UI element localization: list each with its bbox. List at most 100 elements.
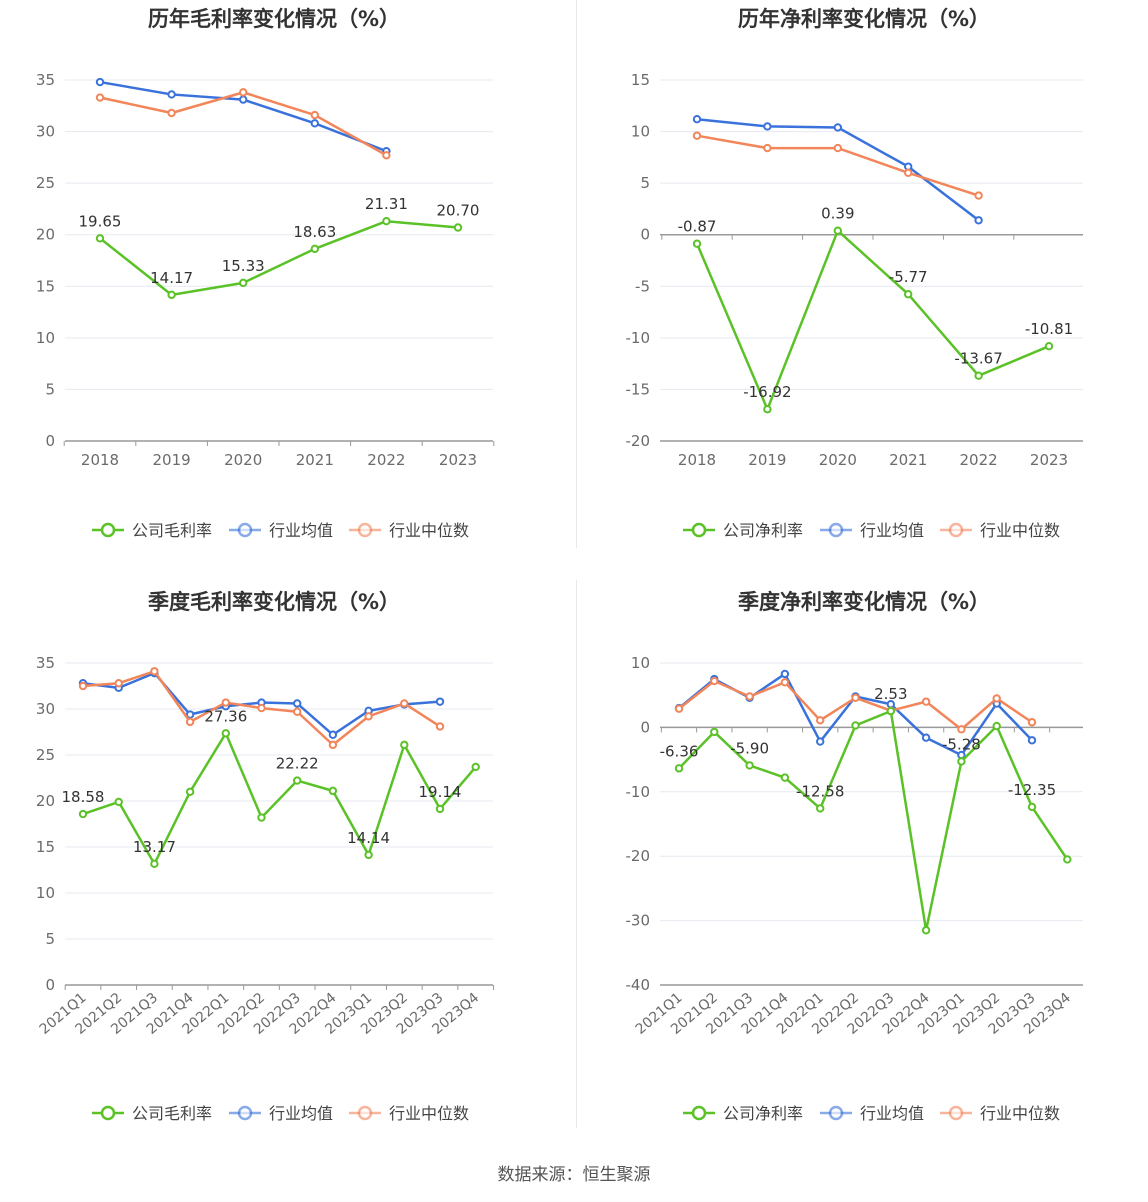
y-tick-label: 20 — [36, 792, 55, 810]
data-point-industry_median — [692, 131, 702, 140]
legend-item-industry_avg[interactable]: 行业均值 — [820, 1104, 924, 1123]
y-tick-label: 10 — [631, 654, 650, 672]
x-tick-label: 2022 — [960, 451, 998, 469]
data-point-industry_avg — [780, 669, 790, 679]
y-tick-label: 35 — [36, 654, 55, 672]
data-point-industry_median — [364, 712, 373, 721]
x-tick-label: 2023 — [439, 451, 477, 469]
legend-item-industry_avg[interactable]: 行业均值 — [820, 521, 924, 540]
data-point-industry_median — [921, 697, 931, 706]
data-point-company — [957, 757, 966, 766]
x-tick-label: 2018 — [81, 451, 119, 469]
data-point-company — [904, 290, 913, 299]
data-point-industry_avg — [974, 216, 983, 225]
data-point-industry_median — [382, 151, 391, 160]
y-tick-label: 10 — [36, 884, 55, 902]
data-point-industry_median — [851, 693, 860, 702]
data-point-company — [692, 239, 702, 248]
data-point-industry_median — [904, 168, 913, 178]
legend-item-industry_median[interactable]: 行业中位数 — [349, 1104, 469, 1123]
data-point-industry_median — [293, 707, 302, 716]
data-label: -10.81 — [1025, 320, 1073, 338]
y-tick-label: 0 — [640, 718, 650, 736]
legend-swatch-marker — [691, 522, 707, 538]
chart-title: 季度净利率变化情况（%） — [738, 590, 990, 614]
data-point-company — [382, 217, 391, 226]
legend-item-industry_median[interactable]: 行业中位数 — [349, 521, 469, 540]
legend-item-company[interactable]: 公司净利率 — [683, 521, 803, 540]
y-tick-label: 15 — [36, 838, 55, 856]
data-point-industry_avg — [95, 77, 105, 87]
legend-item-industry_median[interactable]: 行业中位数 — [940, 521, 1060, 540]
x-tick-label: 2018 — [678, 451, 716, 469]
y-tick-label: 0 — [640, 226, 650, 244]
data-point-company — [221, 729, 231, 738]
legend-item-company[interactable]: 公司净利率 — [683, 1104, 803, 1123]
y-tick-label: -30 — [626, 912, 651, 930]
y-tick-label: -5 — [635, 277, 650, 295]
x-tick-label: 2019 — [153, 451, 191, 469]
legend-item-company[interactable]: 公司毛利率 — [92, 521, 212, 540]
legend-swatch-marker — [691, 1105, 707, 1121]
series-line-company — [99, 219, 459, 297]
legend-item-industry_median[interactable]: 行业中位数 — [940, 1104, 1060, 1123]
data-point-industry_avg — [167, 90, 176, 99]
data-label: 0.39 — [821, 205, 854, 223]
x-tick-label: 2020 — [224, 451, 262, 469]
legend-swatch-marker — [357, 522, 373, 538]
data-label: -13.67 — [954, 350, 1002, 368]
data-label: 27.36 — [204, 707, 247, 725]
legend-label: 行业中位数 — [980, 521, 1060, 540]
data-point-industry_avg — [763, 122, 772, 131]
x-tick-label: 2021 — [296, 451, 334, 469]
chart-title: 季度毛利率变化情况（%） — [148, 590, 400, 614]
data-point-company — [833, 226, 842, 235]
data-point-industry_median — [833, 143, 842, 153]
legend-item-industry_avg[interactable]: 行业均值 — [229, 1104, 333, 1123]
data-point-industry_median — [816, 716, 825, 725]
data-point-company — [293, 776, 302, 785]
legend-item-company[interactable]: 公司毛利率 — [92, 1104, 212, 1123]
y-tick-label: 5 — [640, 174, 650, 192]
data-point-company — [992, 721, 1001, 731]
chart-title: 历年净利率变化情况（%） — [738, 7, 990, 31]
data-point-industry_median — [257, 703, 266, 713]
data-point-company — [886, 706, 895, 716]
legend-label: 公司毛利率 — [132, 521, 212, 540]
y-tick-label: -10 — [626, 783, 651, 801]
legend-label: 公司毛利率 — [132, 1104, 212, 1123]
y-tick-label: 10 — [631, 123, 650, 141]
legend-item-industry_avg[interactable]: 行业均值 — [229, 521, 333, 540]
data-point-company — [257, 813, 266, 822]
legend-swatch-marker — [237, 1105, 253, 1121]
data-point-industry_median — [239, 88, 248, 97]
data-label: 2.53 — [874, 685, 907, 703]
y-tick-label: 10 — [36, 329, 55, 347]
data-point-company — [745, 761, 754, 770]
data-point-company — [239, 278, 248, 288]
data-point-company — [471, 762, 480, 772]
panel-divider-top — [576, 0, 577, 548]
data-point-industry_median — [974, 191, 983, 200]
data-point-company — [816, 804, 825, 813]
data-point-industry_avg — [833, 123, 842, 132]
data-point-company — [435, 804, 445, 814]
data-point-industry_median — [745, 692, 754, 701]
x-tick-label: 2021 — [889, 451, 927, 469]
data-point-industry_avg — [1027, 736, 1037, 745]
x-tick-label: 2020 — [819, 451, 857, 469]
data-point-company — [453, 223, 463, 232]
data-label: -6.36 — [660, 742, 699, 760]
data-label: 19.14 — [419, 783, 462, 801]
y-tick-label: 25 — [36, 746, 55, 764]
data-point-company — [167, 290, 176, 300]
chart-title: 历年毛利率变化情况（%） — [148, 7, 400, 31]
y-tick-label: 0 — [45, 432, 55, 450]
x-tick-label: 2023 — [1030, 451, 1068, 469]
legend-label: 公司净利率 — [723, 1104, 803, 1123]
data-point-industry_median — [114, 679, 123, 688]
data-point-company — [150, 859, 159, 869]
data-point-industry_median — [95, 93, 105, 102]
data-label: 14.17 — [150, 269, 193, 287]
data-point-company — [1044, 342, 1054, 351]
